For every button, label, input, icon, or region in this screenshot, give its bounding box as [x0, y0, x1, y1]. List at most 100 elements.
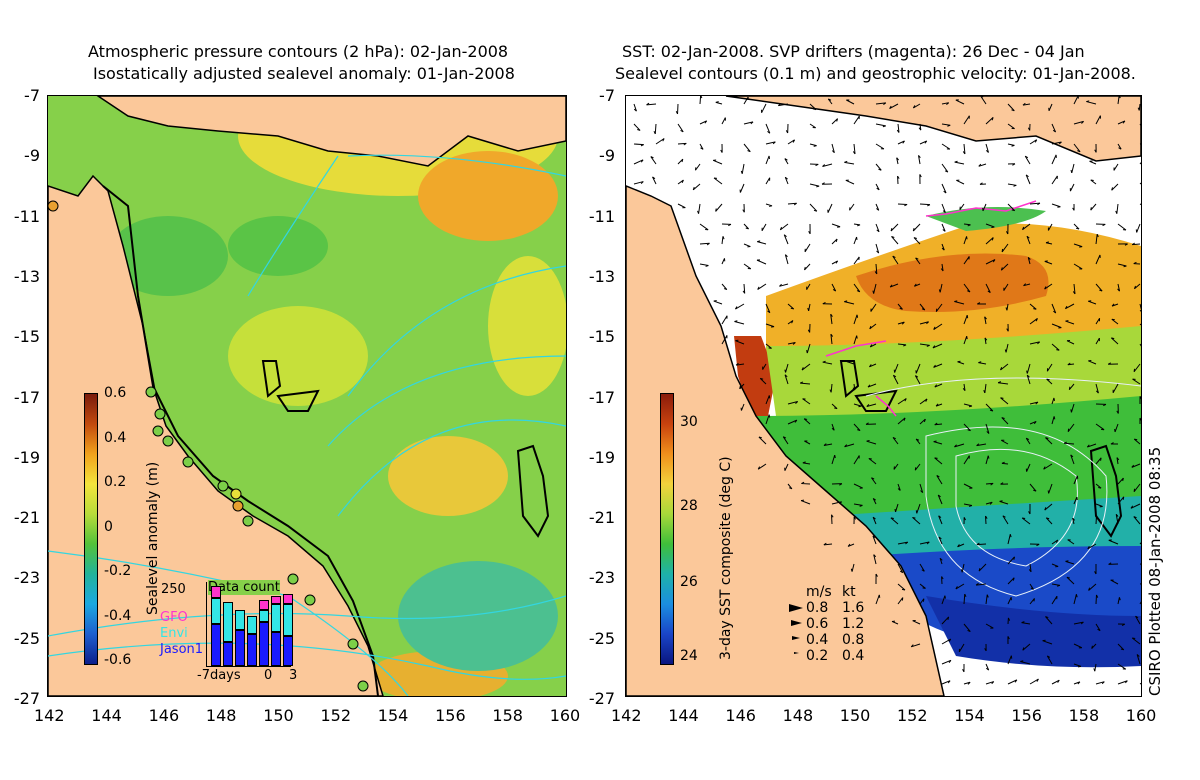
velocity-arrow-head — [1035, 401, 1039, 405]
sealevel-colorbar-tick: 0.4 — [104, 429, 127, 446]
velocity-arrow — [633, 143, 644, 146]
velocity-arrow-head — [807, 307, 810, 312]
x-tick-label: 156 — [435, 706, 466, 725]
velocity-arrow-head — [850, 568, 853, 572]
velocity-arrow — [985, 403, 994, 412]
velocity-arrow — [1095, 254, 1101, 265]
velocity-arrow — [1111, 318, 1119, 325]
velocity-arrow — [1051, 679, 1060, 685]
velocity-arrow — [984, 316, 987, 325]
tide-gauge-dot — [152, 425, 164, 437]
data-count-bar-gfo — [283, 594, 293, 604]
velocity-arrow — [677, 179, 684, 185]
velocity-arrow-head — [892, 437, 896, 440]
velocity-arrow — [721, 236, 724, 245]
velocity-arrow-head — [899, 570, 903, 574]
sealevel-colorbar — [84, 393, 98, 665]
velocity-arrow-head — [904, 398, 907, 402]
velocity-arrow-head — [918, 127, 922, 131]
velocity-arrow-head — [745, 227, 749, 230]
velocity-legend-ms: 0.8 — [806, 600, 829, 616]
velocity-arrow-head — [813, 209, 817, 212]
velocity-arrow — [1073, 681, 1081, 685]
velocity-arrow-head — [1118, 147, 1122, 150]
y-tick-label: -11 — [588, 206, 615, 226]
velocity-arrow — [780, 223, 789, 231]
velocity-arrow — [715, 203, 723, 212]
velocity-arrow-head — [769, 205, 773, 207]
velocity-arrow — [941, 143, 951, 150]
velocity-arrow — [1043, 463, 1053, 470]
velocity-arrow-head — [1118, 96, 1121, 99]
velocity-arrow-head — [1013, 184, 1017, 187]
velocity-arrow — [1029, 303, 1037, 310]
sst-colorbar-tick: 24 — [680, 648, 698, 664]
velocity-arrow-head — [918, 155, 921, 159]
velocity-arrow — [1117, 477, 1124, 485]
velocity-arrow — [1139, 563, 1141, 565]
velocity-arrow-head — [978, 568, 981, 572]
velocity-arrow — [897, 398, 907, 405]
velocity-arrow-head — [1045, 437, 1049, 439]
velocity-arrow — [941, 163, 949, 173]
velocity-arrow — [978, 362, 987, 365]
velocity-arrow — [783, 234, 789, 245]
velocity-arrow-head — [831, 150, 835, 154]
velocity-arrow — [1007, 679, 1018, 685]
velocity-arrow — [1045, 517, 1053, 525]
velocity-arrow-head — [858, 405, 862, 408]
velocity-arrow-head — [1035, 318, 1038, 322]
reef-island — [1089, 444, 1123, 538]
velocity-arrow-head — [983, 389, 986, 394]
velocity-arrow — [919, 203, 931, 206]
velocity-arrow — [721, 117, 726, 125]
velocity-arrow — [1117, 680, 1128, 685]
x-tick-label: 144 — [668, 706, 699, 725]
velocity-arrow-head — [662, 138, 665, 142]
velocity-arrow-head — [795, 401, 799, 404]
y-tick-label: -21 — [13, 508, 40, 528]
velocity-arrow — [699, 242, 710, 245]
velocity-arrow — [938, 515, 943, 525]
velocity-arrow-head — [771, 326, 775, 328]
velocity-arrow-head — [922, 587, 926, 589]
velocity-arrow-head — [847, 543, 851, 547]
velocity-arrow — [743, 223, 749, 230]
velocity-arrow-head — [1053, 310, 1057, 314]
velocity-arrow-head — [835, 238, 838, 243]
velocity-arrow — [830, 383, 833, 393]
velocity-arrow — [985, 143, 989, 153]
velocity-arrow-head — [990, 482, 994, 486]
velocity-arrow — [1029, 202, 1040, 205]
data-count-bar-jason1 — [259, 622, 269, 666]
velocity-arrow — [677, 203, 686, 209]
velocity-arrow-head — [912, 105, 916, 109]
velocity-arrow — [1095, 283, 1103, 292]
velocity-arrow — [845, 179, 855, 185]
velocity-arrow — [941, 243, 945, 251]
velocity-arrow — [1006, 303, 1009, 311]
sst-hot-coast — [734, 336, 776, 426]
velocity-arrow — [984, 383, 987, 394]
velocity-arrow — [1090, 179, 1097, 185]
velocity-arrow — [1021, 517, 1031, 525]
velocity-arrow-head — [802, 461, 806, 464]
velocity-arrow — [757, 463, 767, 470]
velocity-arrow-head — [1102, 223, 1106, 227]
velocity-arrow-head — [823, 443, 827, 446]
velocity-arrow-head — [1136, 654, 1140, 657]
x-tick-label: 160 — [549, 706, 581, 725]
velocity-arrow — [787, 419, 798, 425]
velocity-arrow-head — [1065, 320, 1069, 322]
tide-gauge-dot — [145, 386, 157, 398]
velocity-arrow — [831, 260, 838, 265]
velocity-arrow — [963, 336, 968, 345]
velocity-arrow — [853, 483, 863, 489]
velocity-legend-ms: 0.4 — [806, 632, 829, 648]
velocity-arrow-head — [915, 257, 919, 260]
velocity-arrow-head — [1000, 482, 1004, 485]
velocity-arrow — [934, 423, 943, 426]
drifter-track — [925, 200, 1037, 217]
velocity-arrow-head — [778, 103, 781, 107]
x-tick-label: 142 — [611, 706, 642, 725]
